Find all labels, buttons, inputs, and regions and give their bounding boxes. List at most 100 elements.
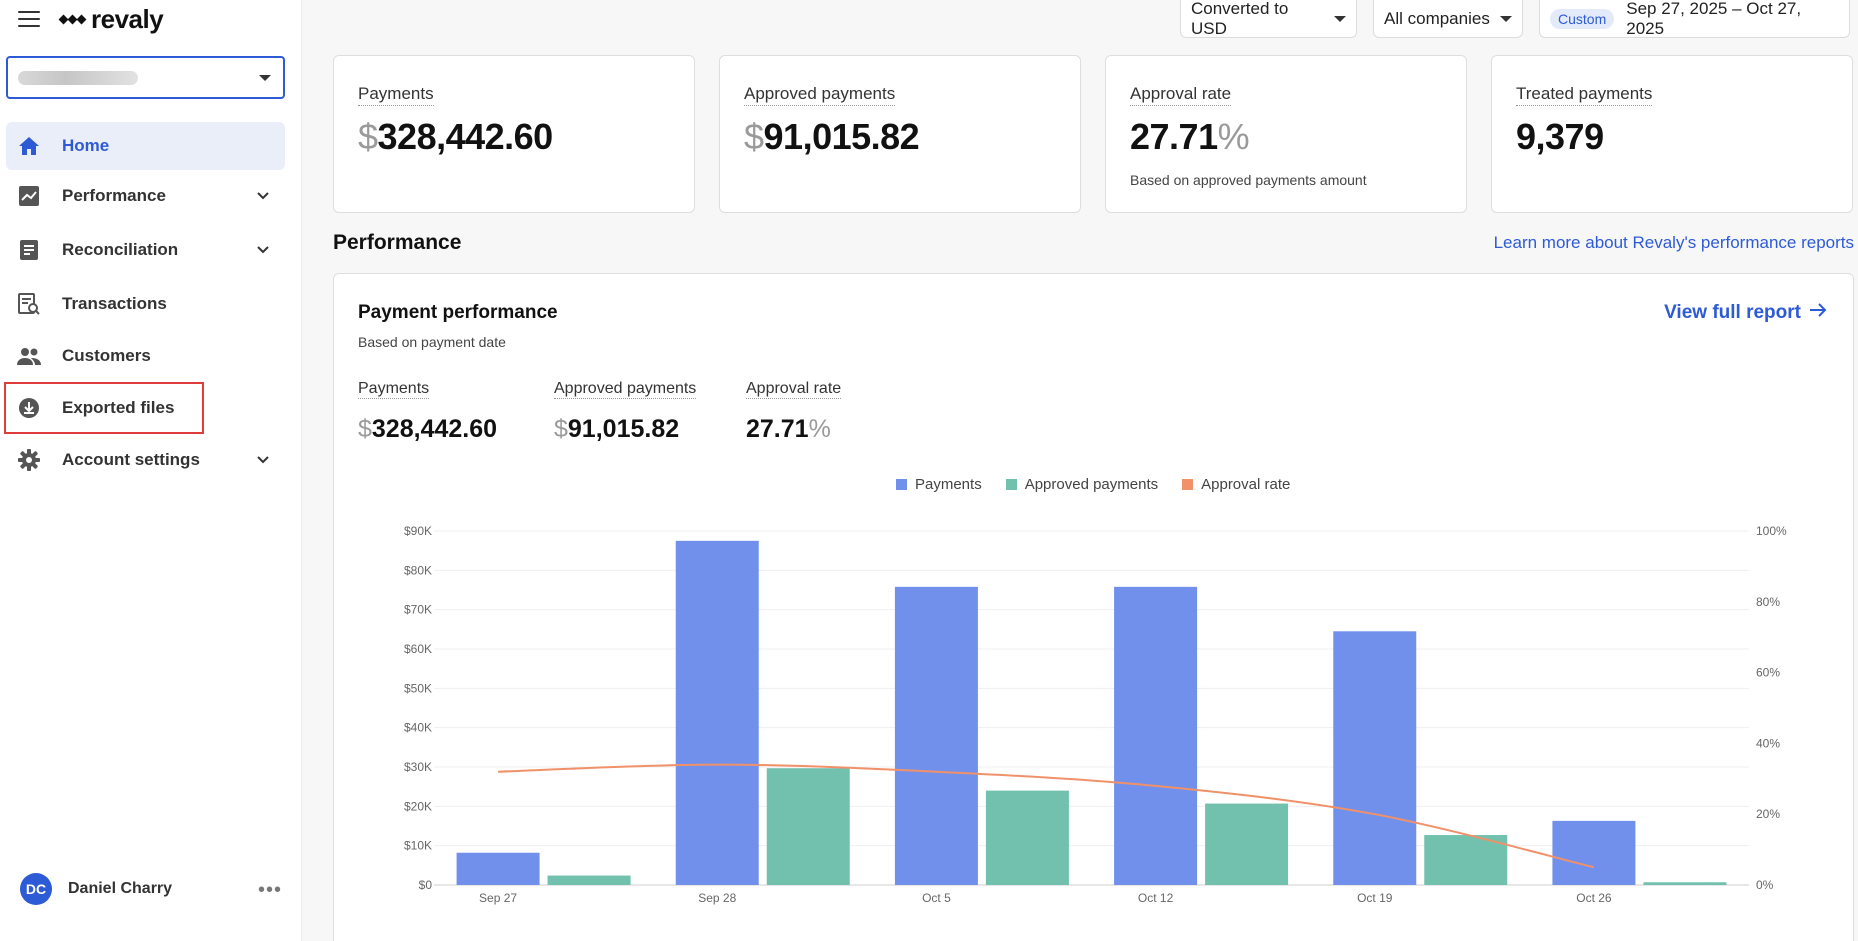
payment-performance-chart: $0 $10K $20K $30K $40K $50K $60K $70K $80K $90K 0%… [404,524,1787,905]
legend-swatch [896,479,907,490]
download-circle-icon [16,395,42,421]
y2-axis-tick-label: 40% [1756,736,1780,750]
summary-value: $91,015.82 [554,415,706,444]
currency-symbol: $ [554,415,568,443]
x-axis-tick-label: Oct 12 [1138,891,1174,905]
panel-title: Payment performance [358,302,558,323]
kpi-number: 9,379 [1516,116,1604,157]
company-select[interactable] [6,56,285,99]
caret-down-icon [1334,15,1346,22]
line-approval-rate [498,763,1595,869]
document-icon [16,237,42,263]
sidebar-item-transactions[interactable]: Transactions [6,280,285,328]
kpi-number: 27.71 [1130,116,1218,157]
panel-subtitle: Based on payment date [358,334,506,350]
bar-payments [675,540,759,885]
panel-summary-stats: Payments $328,442.60 Approved payments $… [358,380,881,444]
logo-text: revaly [91,3,164,34]
avatar: DC [20,873,52,905]
user-name: Daniel Charry [68,880,173,897]
chart-legend: Payments Approved payments Approval rate [896,476,1290,493]
bar-payments [1333,631,1417,885]
sidebar-item-exported-files[interactable]: Exported files [4,382,204,434]
receipt-search-icon [16,291,42,317]
kpi-label[interactable]: Approval rate [1130,84,1232,106]
kpi-cards: Payments $328,442.60 Approved payments $… [333,55,1853,213]
x-axis-tick-label: Oct 26 [1576,891,1612,905]
kpi-label[interactable]: Treated payments [1516,84,1653,106]
currency-symbol: $ [358,415,372,443]
summary-value: $328,442.60 [358,415,514,444]
kpi-card-approval-rate: Approval rate 27.71% Based on approved p… [1105,55,1467,213]
kpi-value: $91,015.82 [744,116,1056,158]
redacted-company-name [18,70,138,85]
legend-item-approved-payments[interactable]: Approved payments [1005,476,1159,493]
gear-icon [16,447,42,473]
learn-more-link[interactable]: Learn more about Revaly's performance re… [1493,233,1854,252]
chevron-down-icon[interactable] [255,242,271,263]
legend-item-approval-rate[interactable]: Approval rate [1182,476,1290,493]
summary-label[interactable]: Payments [358,380,430,399]
currency-symbol: $ [358,116,378,157]
more-options-icon[interactable]: ••• [257,879,282,901]
legend-swatch [1182,479,1194,490]
kpi-value: 9,379 [1516,116,1828,158]
legend-label: Approved payments [1024,476,1159,493]
kpi-card-payments: Payments $328,442.60 [333,55,695,213]
sidebar-item-label: Performance [62,186,166,205]
chevron-down-icon[interactable] [255,452,271,473]
sidebar-item-reconciliation[interactable]: Reconciliation [6,226,285,274]
legend-item-payments[interactable]: Payments [896,476,982,493]
summary-label[interactable]: Approval rate [746,380,842,399]
currency-symbol: $ [744,116,764,157]
sidebar-item-customers[interactable]: Customers [6,332,285,380]
sidebar-nav: Home Performance Reconciliation Trans [4,122,285,484]
summary-number: 27.71 [746,415,809,443]
y-axis-tick-label: $0 [419,878,433,892]
x-axis-tick-label: Oct 19 [1357,891,1393,905]
view-full-report-link[interactable]: View full report [1664,302,1827,324]
chart-line-icon [16,183,42,209]
bar-approved-payments [766,768,850,885]
sidebar-item-account-settings[interactable]: Account settings [6,436,285,484]
bar-approved-payments [1205,803,1289,885]
y-axis-tick-label: $10K [404,839,432,853]
kpi-subtext: Based on approved payments amount [1130,172,1367,188]
sidebar-item-home[interactable]: Home [6,122,285,170]
company-filter-select[interactable]: All companies [1373,0,1523,38]
percent-symbol: % [1217,116,1250,157]
caret-down-icon [259,75,271,81]
sidebar-item-performance[interactable]: Performance [6,172,285,220]
date-range-value: Sep 27, 2025 – Oct 27, 2025 [1626,0,1802,38]
arrow-right-icon [1809,302,1827,324]
company-filter-value: All companies [1384,8,1490,28]
summary-number: 328,442.60 [371,415,498,443]
sidebar-item-label: Home [62,136,110,155]
bar-payments [1114,586,1198,885]
y-axis-tick-label: $30K [404,760,432,774]
kpi-label[interactable]: Approved payments [744,84,896,106]
y2-axis-tick-label: 0% [1756,878,1774,892]
summary-approval-rate: Approval rate 27.71% [746,380,842,444]
y2-axis-tick-label: 60% [1756,666,1780,680]
legend-label: Approval rate [1201,476,1291,493]
date-range-picker[interactable]: Custom Sep 27, 2025 – Oct 27, 2025 [1539,0,1850,38]
summary-label[interactable]: Approved payments [554,380,697,399]
people-icon [16,343,42,369]
sidebar-header: revaly [0,0,301,38]
currency-select[interactable]: Converted to USD [1180,0,1357,38]
filter-bar: Converted to USD All companies Custom Se… [1180,0,1850,38]
user-profile[interactable]: DC Daniel Charry ••• [20,873,282,905]
bar-payments [456,852,540,885]
menu-icon[interactable] [18,11,40,27]
y2-axis-tick-label: 20% [1756,807,1780,821]
y-axis-tick-label: $20K [404,799,432,813]
logo[interactable]: revaly [58,3,164,35]
section-title: Performance [333,231,462,254]
chevron-down-icon[interactable] [255,188,271,209]
date-range-badge: Custom [1550,8,1615,29]
summary-approved-payments: Approved payments $91,015.82 [554,380,706,444]
kpi-value: 27.71% [1130,116,1442,158]
kpi-label[interactable]: Payments [358,84,434,106]
sidebar-item-label: Transactions [62,294,167,313]
